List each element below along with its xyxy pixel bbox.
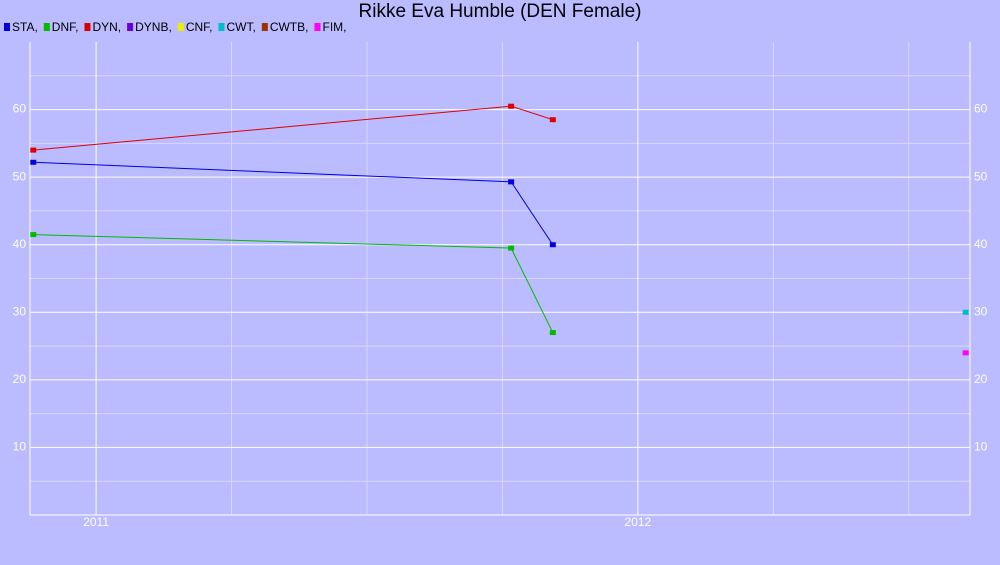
point (962, 350, 969, 356)
point (508, 103, 515, 109)
y-tick-label: 40 (13, 237, 27, 251)
legend-swatch (84, 23, 91, 31)
y2-tick-label: 60 (974, 102, 988, 116)
legend-swatch (127, 23, 134, 31)
point (30, 147, 37, 153)
y-tick-label: 60 (13, 102, 27, 116)
y2-tick-label: 30 (974, 304, 988, 318)
legend-swatch (218, 23, 225, 31)
point (508, 179, 515, 185)
x-tick-label: 2012 (625, 515, 652, 529)
legend-swatch (177, 23, 184, 31)
legend-label: DNF, (52, 20, 79, 34)
legend-swatch (314, 23, 321, 31)
x-tick-label: 2011 (83, 515, 109, 529)
chart-title: Rikke Eva Humble (DEN Female) (359, 1, 642, 22)
legend-label: CWTB, (270, 20, 309, 34)
y2-tick-label: 20 (974, 372, 988, 386)
y-tick-label: 10 (13, 440, 27, 454)
point (30, 232, 37, 238)
point (549, 242, 556, 248)
legend-swatch (43, 23, 50, 31)
legend-label: STA, (12, 20, 38, 34)
point (549, 330, 556, 336)
point (962, 309, 969, 315)
y-tick-label: 30 (13, 304, 27, 318)
legend-swatch (261, 23, 268, 31)
y2-tick-label: 40 (974, 237, 988, 251)
legend-label: FIM, (322, 20, 346, 34)
point (549, 117, 556, 123)
legend-swatch (4, 23, 10, 31)
legend-label: CNF, (186, 20, 213, 34)
y-tick-label: 50 (13, 169, 27, 183)
point (30, 159, 37, 165)
y-tick-label: 20 (13, 372, 27, 386)
legend-label: CWT, (226, 20, 255, 34)
point (508, 245, 515, 251)
legend-label: DYNB, (135, 20, 172, 34)
y2-tick-label: 50 (974, 169, 988, 183)
legend-label: DYN, (92, 20, 121, 34)
y2-tick-label: 10 (974, 440, 988, 454)
